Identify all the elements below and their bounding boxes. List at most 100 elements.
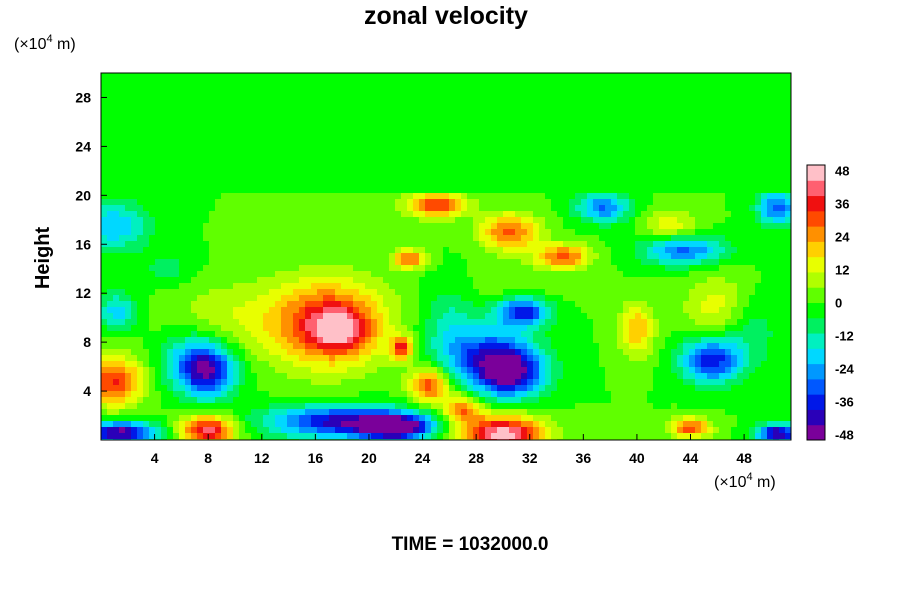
contour-cell xyxy=(155,145,162,152)
contour-cell xyxy=(443,169,450,176)
contour-cell xyxy=(215,307,222,314)
contour-cell xyxy=(545,289,552,296)
contour-cell xyxy=(215,283,222,290)
contour-cell xyxy=(641,103,648,110)
contour-cell xyxy=(587,199,594,206)
contour-cell xyxy=(239,193,246,200)
contour-cell xyxy=(299,121,306,128)
contour-cell xyxy=(461,103,468,110)
contour-cell xyxy=(473,133,480,140)
contour-cell xyxy=(767,121,774,128)
contour-cell xyxy=(599,151,606,158)
contour-cell xyxy=(179,289,186,296)
contour-cell xyxy=(419,289,426,296)
contour-cell xyxy=(437,325,444,332)
contour-cell xyxy=(503,175,510,182)
contour-cell xyxy=(149,253,156,260)
contour-cell xyxy=(545,115,552,122)
contour-cell xyxy=(479,103,486,110)
contour-cell xyxy=(431,85,438,92)
contour-cell xyxy=(173,235,180,242)
contour-cell xyxy=(725,103,732,110)
contour-cell xyxy=(665,163,672,170)
contour-cell xyxy=(719,139,726,146)
contour-cell xyxy=(155,313,162,320)
contour-cell xyxy=(407,211,414,218)
contour-cell xyxy=(383,97,390,104)
contour-cell xyxy=(425,295,432,302)
contour-cell xyxy=(725,301,732,308)
contour-cell xyxy=(461,163,468,170)
contour-cell xyxy=(671,259,678,266)
contour-cell xyxy=(665,271,672,278)
contour-cell xyxy=(407,223,414,230)
contour-cell xyxy=(767,247,774,254)
contour-cell xyxy=(233,319,240,326)
contour-cell xyxy=(587,133,594,140)
contour-cell xyxy=(599,115,606,122)
contour-cell xyxy=(605,121,612,128)
contour-cell xyxy=(251,235,258,242)
contour-cell xyxy=(167,187,174,194)
contour-cell xyxy=(665,127,672,134)
contour-cell xyxy=(557,97,564,104)
contour-cell xyxy=(359,205,366,212)
contour-cell xyxy=(689,313,696,320)
contour-cell xyxy=(767,193,774,200)
contour-cell xyxy=(155,91,162,98)
contour-cell xyxy=(335,73,342,80)
contour-cell xyxy=(245,277,252,284)
contour-cell xyxy=(599,103,606,110)
contour-cell xyxy=(503,187,510,194)
contour-cell xyxy=(587,187,594,194)
contour-cell xyxy=(683,295,690,302)
contour-cell xyxy=(629,139,636,146)
contour-cell xyxy=(599,301,606,308)
contour-cell xyxy=(737,295,744,302)
contour-cell xyxy=(527,169,534,176)
contour-cell xyxy=(221,145,228,152)
contour-cell xyxy=(383,283,390,290)
contour-cell xyxy=(311,241,318,248)
contour-cell xyxy=(371,91,378,98)
contour-cell xyxy=(485,289,492,296)
contour-cell xyxy=(257,301,264,308)
contour-cell xyxy=(635,133,642,140)
contour-cell xyxy=(269,319,276,326)
contour-cell xyxy=(587,121,594,128)
contour-cell xyxy=(167,127,174,134)
contour-cell xyxy=(497,301,504,308)
contour-cell xyxy=(359,217,366,224)
contour-cell xyxy=(731,307,738,314)
contour-cell xyxy=(341,259,348,266)
contour-cell xyxy=(227,217,234,224)
contour-cell xyxy=(515,289,522,296)
contour-cell xyxy=(635,91,642,98)
contour-cell xyxy=(635,103,642,110)
contour-cell xyxy=(419,169,426,176)
contour-cell xyxy=(335,283,342,290)
contour-cell xyxy=(161,187,168,194)
contour-cell xyxy=(641,253,648,260)
contour-cell xyxy=(671,79,678,86)
contour-cell xyxy=(173,325,180,332)
contour-cell xyxy=(239,199,246,206)
contour-cell xyxy=(785,325,791,332)
contour-cell xyxy=(311,79,318,86)
contour-cell xyxy=(437,277,444,284)
contour-cell xyxy=(389,229,396,236)
contour-cell xyxy=(635,79,642,86)
contour-cell xyxy=(395,91,402,98)
contour-cell xyxy=(335,193,342,200)
contour-cell xyxy=(161,127,168,134)
contour-cell xyxy=(329,223,336,230)
contour-cell xyxy=(755,109,762,116)
contour-cell xyxy=(419,133,426,140)
contour-cell xyxy=(227,241,234,248)
contour-cell xyxy=(131,139,138,146)
contour-cell xyxy=(527,307,534,314)
contour-cell xyxy=(647,217,654,224)
contour-cell xyxy=(401,313,408,320)
contour-cell xyxy=(785,289,791,296)
contour-cell xyxy=(245,259,252,266)
